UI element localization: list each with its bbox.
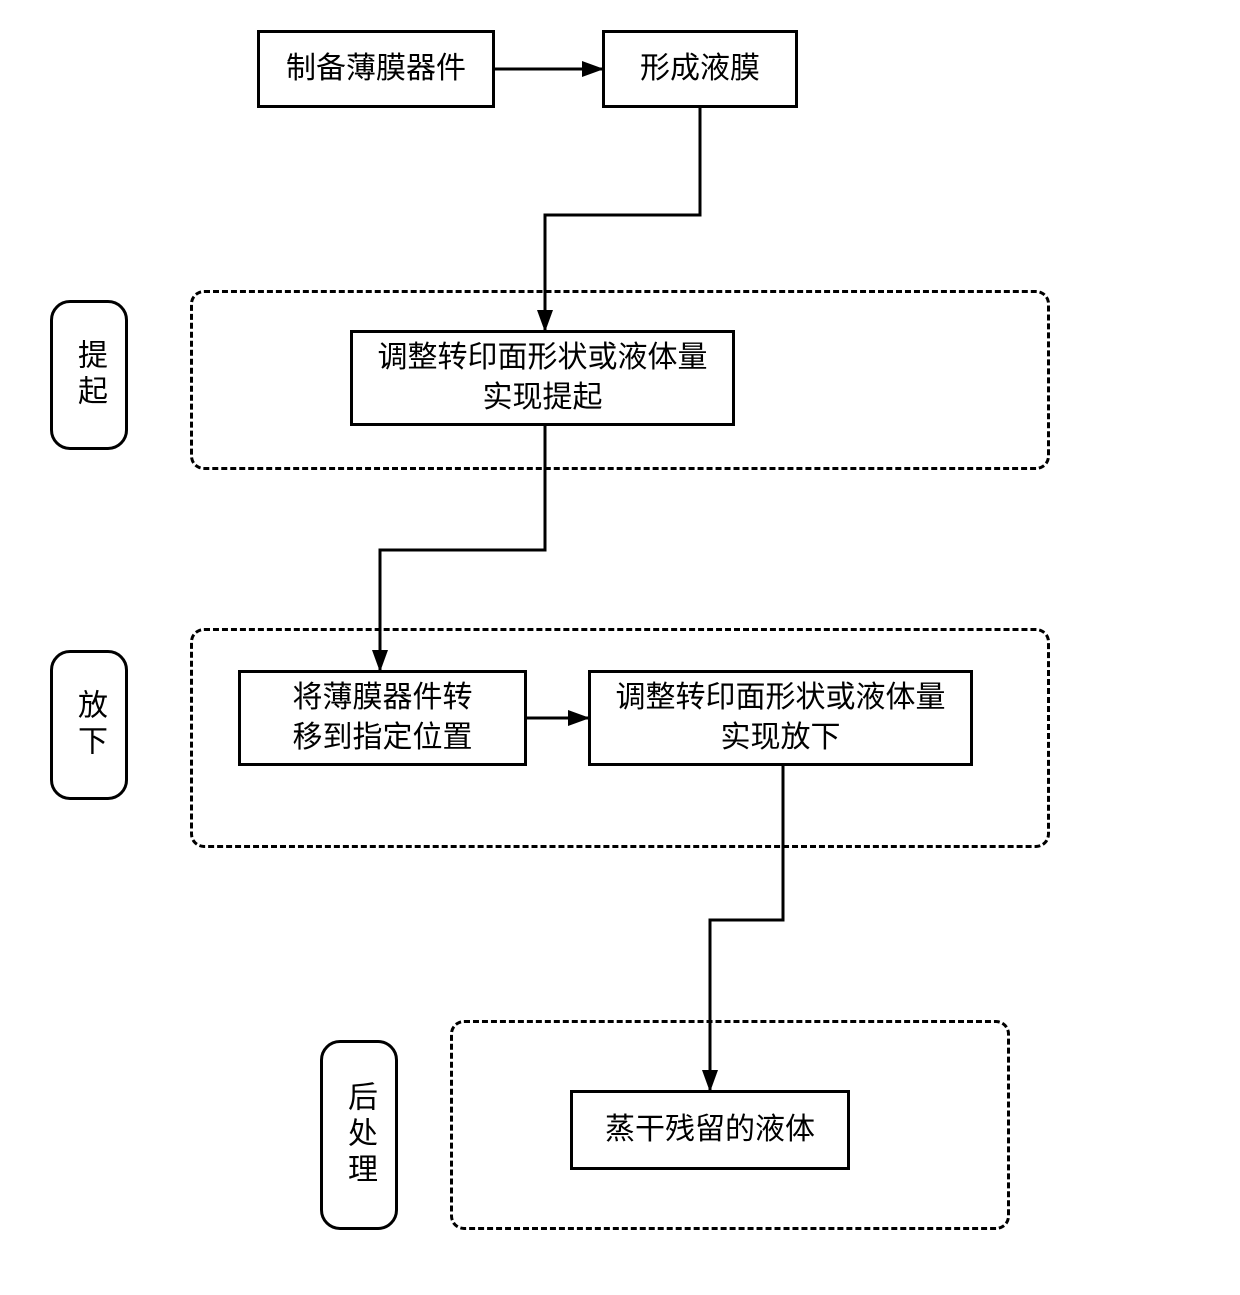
box-drop-adjust: 调整转印面形状或液体量实现放下 [588, 670, 973, 766]
box-evaporate-text: 蒸干残留的液体 [605, 1110, 815, 1151]
box-form-film: 形成液膜 [602, 30, 798, 108]
box-prepare-text: 制备薄膜器件 [286, 49, 466, 90]
flowchart-canvas: 提起 放下 后处理 制备薄膜器件 形成液膜 调整转印面形状或液体量实现提起 将薄… [0, 0, 1240, 1295]
box-lift-adjust: 调整转印面形状或液体量实现提起 [350, 330, 735, 426]
label-drop: 放下 [50, 650, 128, 800]
label-lift-text: 提起 [67, 339, 111, 411]
label-lift: 提起 [50, 300, 128, 450]
box-prepare: 制备薄膜器件 [257, 30, 495, 108]
label-post: 后处理 [320, 1040, 398, 1230]
box-move-text: 将薄膜器件转移到指定位置 [293, 678, 473, 759]
box-lift-adjust-text: 调整转印面形状或液体量实现提起 [378, 338, 708, 419]
box-form-film-text: 形成液膜 [640, 49, 760, 90]
label-post-text: 后处理 [337, 1081, 381, 1189]
box-evaporate: 蒸干残留的液体 [570, 1090, 850, 1170]
label-drop-text: 放下 [67, 689, 111, 761]
box-drop-adjust-text: 调整转印面形状或液体量实现放下 [616, 678, 946, 759]
box-move: 将薄膜器件转移到指定位置 [238, 670, 527, 766]
